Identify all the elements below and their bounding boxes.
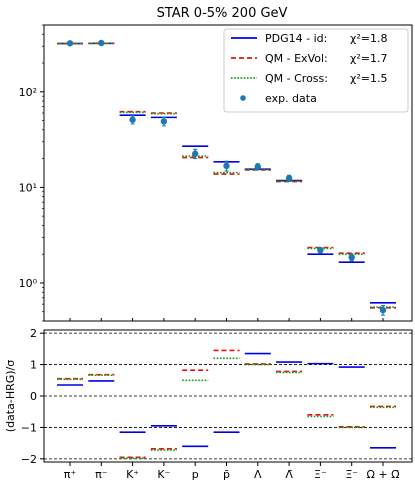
top-plot-frame [43, 24, 413, 322]
top-panel: 10⁰ 10¹ 10² [19, 24, 413, 322]
data-point [348, 254, 355, 261]
x-tick-label: Λ̄ [285, 468, 293, 481]
data-point [223, 162, 230, 170]
x-tick-label: π⁺ [64, 468, 77, 481]
x-tick-label: Ω + Ω̄ [366, 468, 399, 481]
bottom-panel: −2 −1 0 1 2 (data-HRG)/σ π⁺ π⁻ K⁺ K⁻ p p̄ Λ Λ̄ Ξ⁻ Ξ̄⁻ Ω … [4, 327, 413, 481]
data-point [317, 247, 324, 254]
x-tick-label: p [192, 468, 199, 481]
y-tick-label: 10⁰ [19, 277, 38, 290]
x-tick-label: Ξ̄⁻ [345, 468, 358, 481]
data-point [285, 174, 293, 182]
y-tick-label: 0 [30, 390, 37, 403]
y-axis-label: (data-HRG)/σ [4, 360, 17, 432]
y-tick-label: 2 [30, 327, 37, 340]
legend: PDG14 - id: χ²=1.8 QM - ExVol: χ²=1.7 QM - C… [223, 28, 409, 113]
x-tick-label: Ξ⁻ [314, 468, 327, 481]
data-point [379, 306, 387, 314]
legend-label: QM - ExVol: [265, 52, 328, 65]
y-tick-label: −2 [21, 453, 37, 466]
data-point [254, 163, 261, 170]
data-point [192, 150, 199, 157]
legend-chi2: χ²=1.5 [350, 72, 387, 85]
legend-label: exp. data [265, 92, 317, 105]
legend-box [223, 28, 409, 113]
data-point [66, 40, 74, 47]
x-tick-label: p̄ [223, 468, 230, 481]
data-point [160, 118, 168, 125]
legend-chi2: χ²=1.7 [350, 52, 387, 65]
data-point [129, 116, 136, 123]
y-tick-label: −1 [21, 421, 37, 434]
x-tick-label: K⁻ [157, 468, 170, 481]
x-tick-label: K⁺ [126, 468, 139, 481]
legend-marker [240, 95, 246, 101]
x-tick-label: Λ [254, 468, 262, 481]
legend-chi2: χ²=1.8 [350, 32, 387, 45]
y-tick-label: 1 [30, 359, 37, 372]
y-tick-label: 10² [19, 86, 37, 99]
legend-label: QM - Cross: [265, 72, 328, 85]
x-tick-label: π⁻ [95, 468, 108, 481]
legend-label: PDG14 - id: [265, 32, 327, 45]
data-point [98, 39, 105, 47]
y-tick-label: 10¹ [19, 181, 37, 194]
chart-title: STAR 0-5% 200 GeV [157, 6, 288, 21]
